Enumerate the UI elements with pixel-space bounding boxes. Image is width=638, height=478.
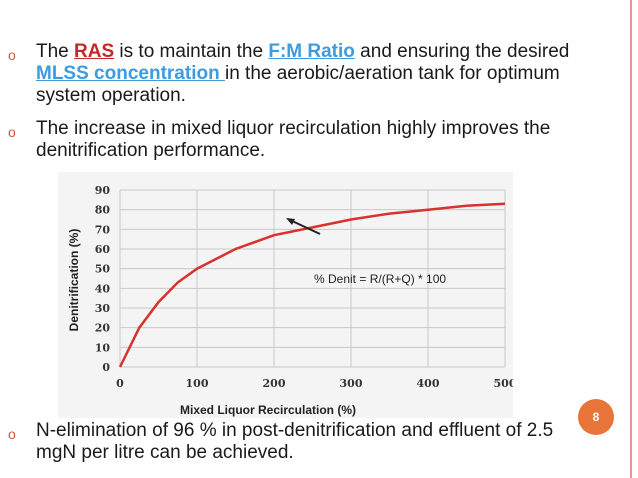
- bullet-text: The RAS is to maintain the F:M Ratio and…: [36, 41, 598, 107]
- y-tick-label: 0: [102, 361, 110, 374]
- x-tick-label: 300: [340, 377, 363, 390]
- y-tick-label: 60: [95, 243, 111, 256]
- bullet-recirculation: o The increase in mixed liquor recircula…: [8, 118, 598, 162]
- text-segment: in the aerobic/aeration tank for optimum…: [36, 63, 560, 106]
- denitrification-chart: 0 10 20 30 40 50 60 70 80 90 0 100 200 300 400 500 % D…: [58, 172, 513, 418]
- x-tick-label: 500: [494, 377, 513, 390]
- y-tick-label: 10: [95, 341, 111, 354]
- y-tick-label: 40: [95, 282, 111, 295]
- text-segment: is to maintain the: [114, 41, 269, 62]
- bullet-text: N-elimination of 96 % in post-denitrific…: [36, 420, 554, 463]
- page-number-badge: 8: [578, 399, 614, 435]
- slide-border: [630, 0, 632, 478]
- fm-ratio-term: F:M Ratio: [268, 41, 355, 62]
- y-tick-label: 70: [95, 223, 111, 236]
- ras-term: RAS: [74, 41, 115, 62]
- x-axis-label: Mixed Liquor Recirculation (%): [180, 403, 356, 417]
- annotation-arrow: [289, 219, 321, 235]
- y-tick-label: 30: [95, 302, 111, 315]
- annotation-formula: % Denit = R/(R+Q) * 100: [314, 272, 446, 286]
- y-tick-label: 20: [95, 322, 111, 335]
- text-segment: and ensuring the desired: [354, 41, 570, 62]
- chart-svg: 0 10 20 30 40 50 60 70 80 90 0 100 200 300 400 500 % D…: [67, 184, 513, 417]
- y-tick-label: 50: [95, 263, 111, 276]
- bullet-mark: o: [8, 47, 16, 63]
- x-tick-label: 400: [417, 377, 440, 390]
- y-axis-label: Denitrification (%): [67, 229, 81, 332]
- bullet-text: The increase in mixed liquor recirculati…: [36, 118, 551, 161]
- y-tick-label: 80: [95, 204, 111, 217]
- bullet-ras: o The RAS is to maintain the F:M Ratio a…: [8, 41, 598, 107]
- x-tick-label: 0: [116, 377, 124, 390]
- y-tick-label: 90: [95, 184, 111, 197]
- bullet-n-elimination: o N-elimination of 96 % in post-denitrif…: [8, 420, 588, 464]
- text-segment: The: [36, 41, 75, 62]
- bullet-mark: o: [8, 124, 16, 140]
- bullet-mark: o: [8, 426, 16, 442]
- series-line: [118, 202, 506, 368]
- x-tick-label: 100: [186, 377, 209, 390]
- annotation-arrowhead: [286, 218, 295, 225]
- mlss-term: MLSS concentration: [36, 63, 225, 84]
- x-tick-label: 200: [263, 377, 286, 390]
